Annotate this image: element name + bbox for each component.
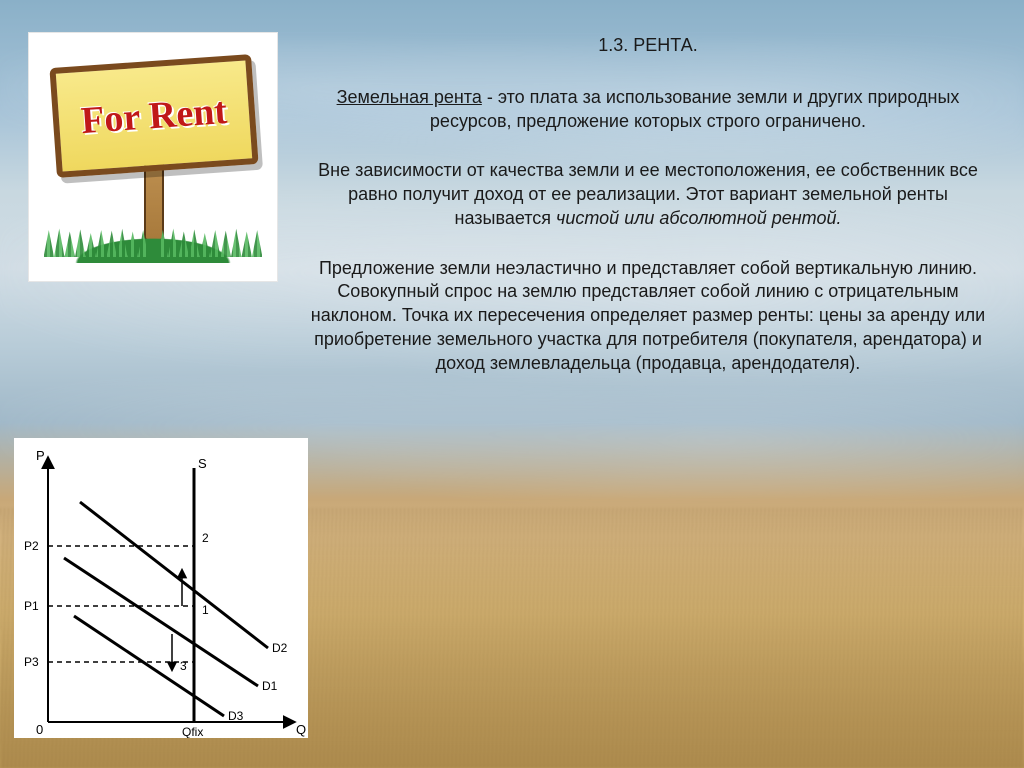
p2-italic: чистой или абсолютной рентой. [556,208,841,228]
price-dashes: P2 P1 P3 [24,539,194,669]
term-underline: Земельная рента [337,87,482,107]
demand-label: D1 [262,679,278,693]
price-label: P3 [24,655,39,669]
slide-content: 1.3. РЕНТА. Земельная рента - это плата … [0,0,1024,768]
origin-label: 0 [36,722,43,737]
point-label: 1 [202,603,209,617]
paragraph-supply-demand: Предложение земли неэластично и представ… [308,257,988,376]
price-label: P1 [24,599,39,613]
demand-label: D2 [272,641,288,655]
slide-title: 1.3. РЕНТА. [308,34,988,58]
paragraph-definition: Земельная рента - это плата за использов… [308,86,988,134]
sign-board: For Rent [49,54,258,178]
demand-line [74,616,224,716]
demand-line [64,558,258,686]
rent-chart-svg: P Q 0 S Qfix D2 D1 D3 P2 P1 P3 2 1 3 [14,438,308,738]
text-column: 1.3. РЕНТА. Земельная рента - это плата … [308,34,988,401]
demand-line [80,502,268,648]
demand-label: D3 [228,709,244,723]
qfix-label: Qfix [182,725,203,738]
for-rent-illustration: For Rent [28,32,278,282]
price-label: P2 [24,539,39,553]
paragraph-absolute-rent: Вне зависимости от качества земли и ее м… [308,159,988,230]
point-label: 2 [202,531,209,545]
point-label: 3 [180,659,187,673]
y-axis-label: P [36,448,45,463]
rent-chart: P Q 0 S Qfix D2 D1 D3 P2 P1 P3 2 1 3 [14,438,308,738]
grass-icon [39,223,267,263]
definition-rest: - это плата за использование земли и дру… [430,87,959,131]
demand-lines: D2 D1 D3 [64,502,288,723]
supply-label: S [198,456,207,471]
shift-arrows [172,570,182,670]
x-axis-label: Q [296,722,306,737]
